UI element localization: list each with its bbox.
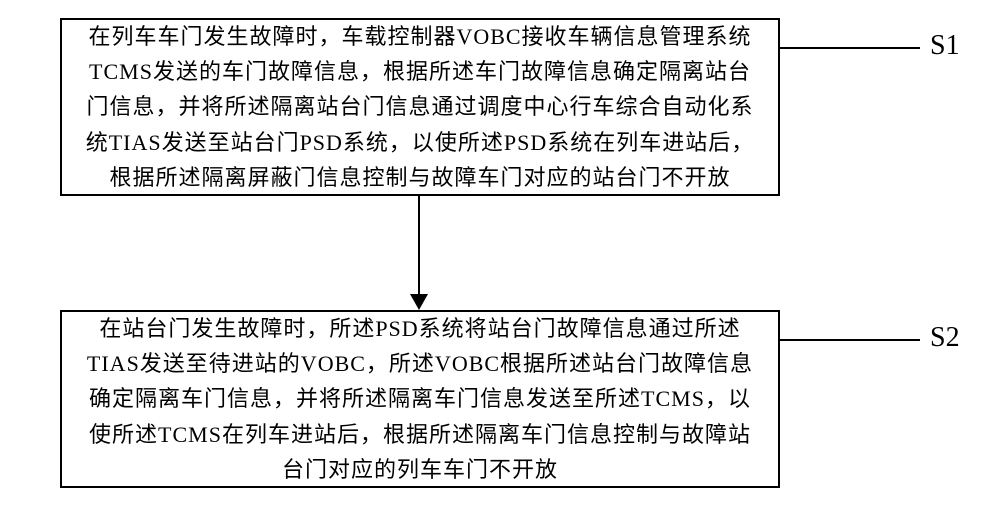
node-s1-text: 在列车车门发生故障时，车载控制器VOBC接收车辆信息管理系统TCMS发送的车门故… xyxy=(78,19,762,195)
label-s1: S1 xyxy=(930,30,960,62)
flowchart-container: 在列车车门发生故障时，车载控制器VOBC接收车辆信息管理系统TCMS发送的车门故… xyxy=(0,0,1000,511)
label-connector-s2 xyxy=(780,339,920,341)
edge-s1-s2-line xyxy=(418,196,420,294)
edge-s1-s2-arrow xyxy=(410,294,428,310)
label-s2: S2 xyxy=(930,322,960,354)
flowchart-node-s2: 在站台门发生故障时，所述PSD系统将站台门故障信息通过所述TIAS发送至待进站的… xyxy=(60,310,780,488)
node-s2-text: 在站台门发生故障时，所述PSD系统将站台门故障信息通过所述TIAS发送至待进站的… xyxy=(78,311,762,487)
label-connector-s1 xyxy=(780,47,920,49)
flowchart-node-s1: 在列车车门发生故障时，车载控制器VOBC接收车辆信息管理系统TCMS发送的车门故… xyxy=(60,18,780,196)
